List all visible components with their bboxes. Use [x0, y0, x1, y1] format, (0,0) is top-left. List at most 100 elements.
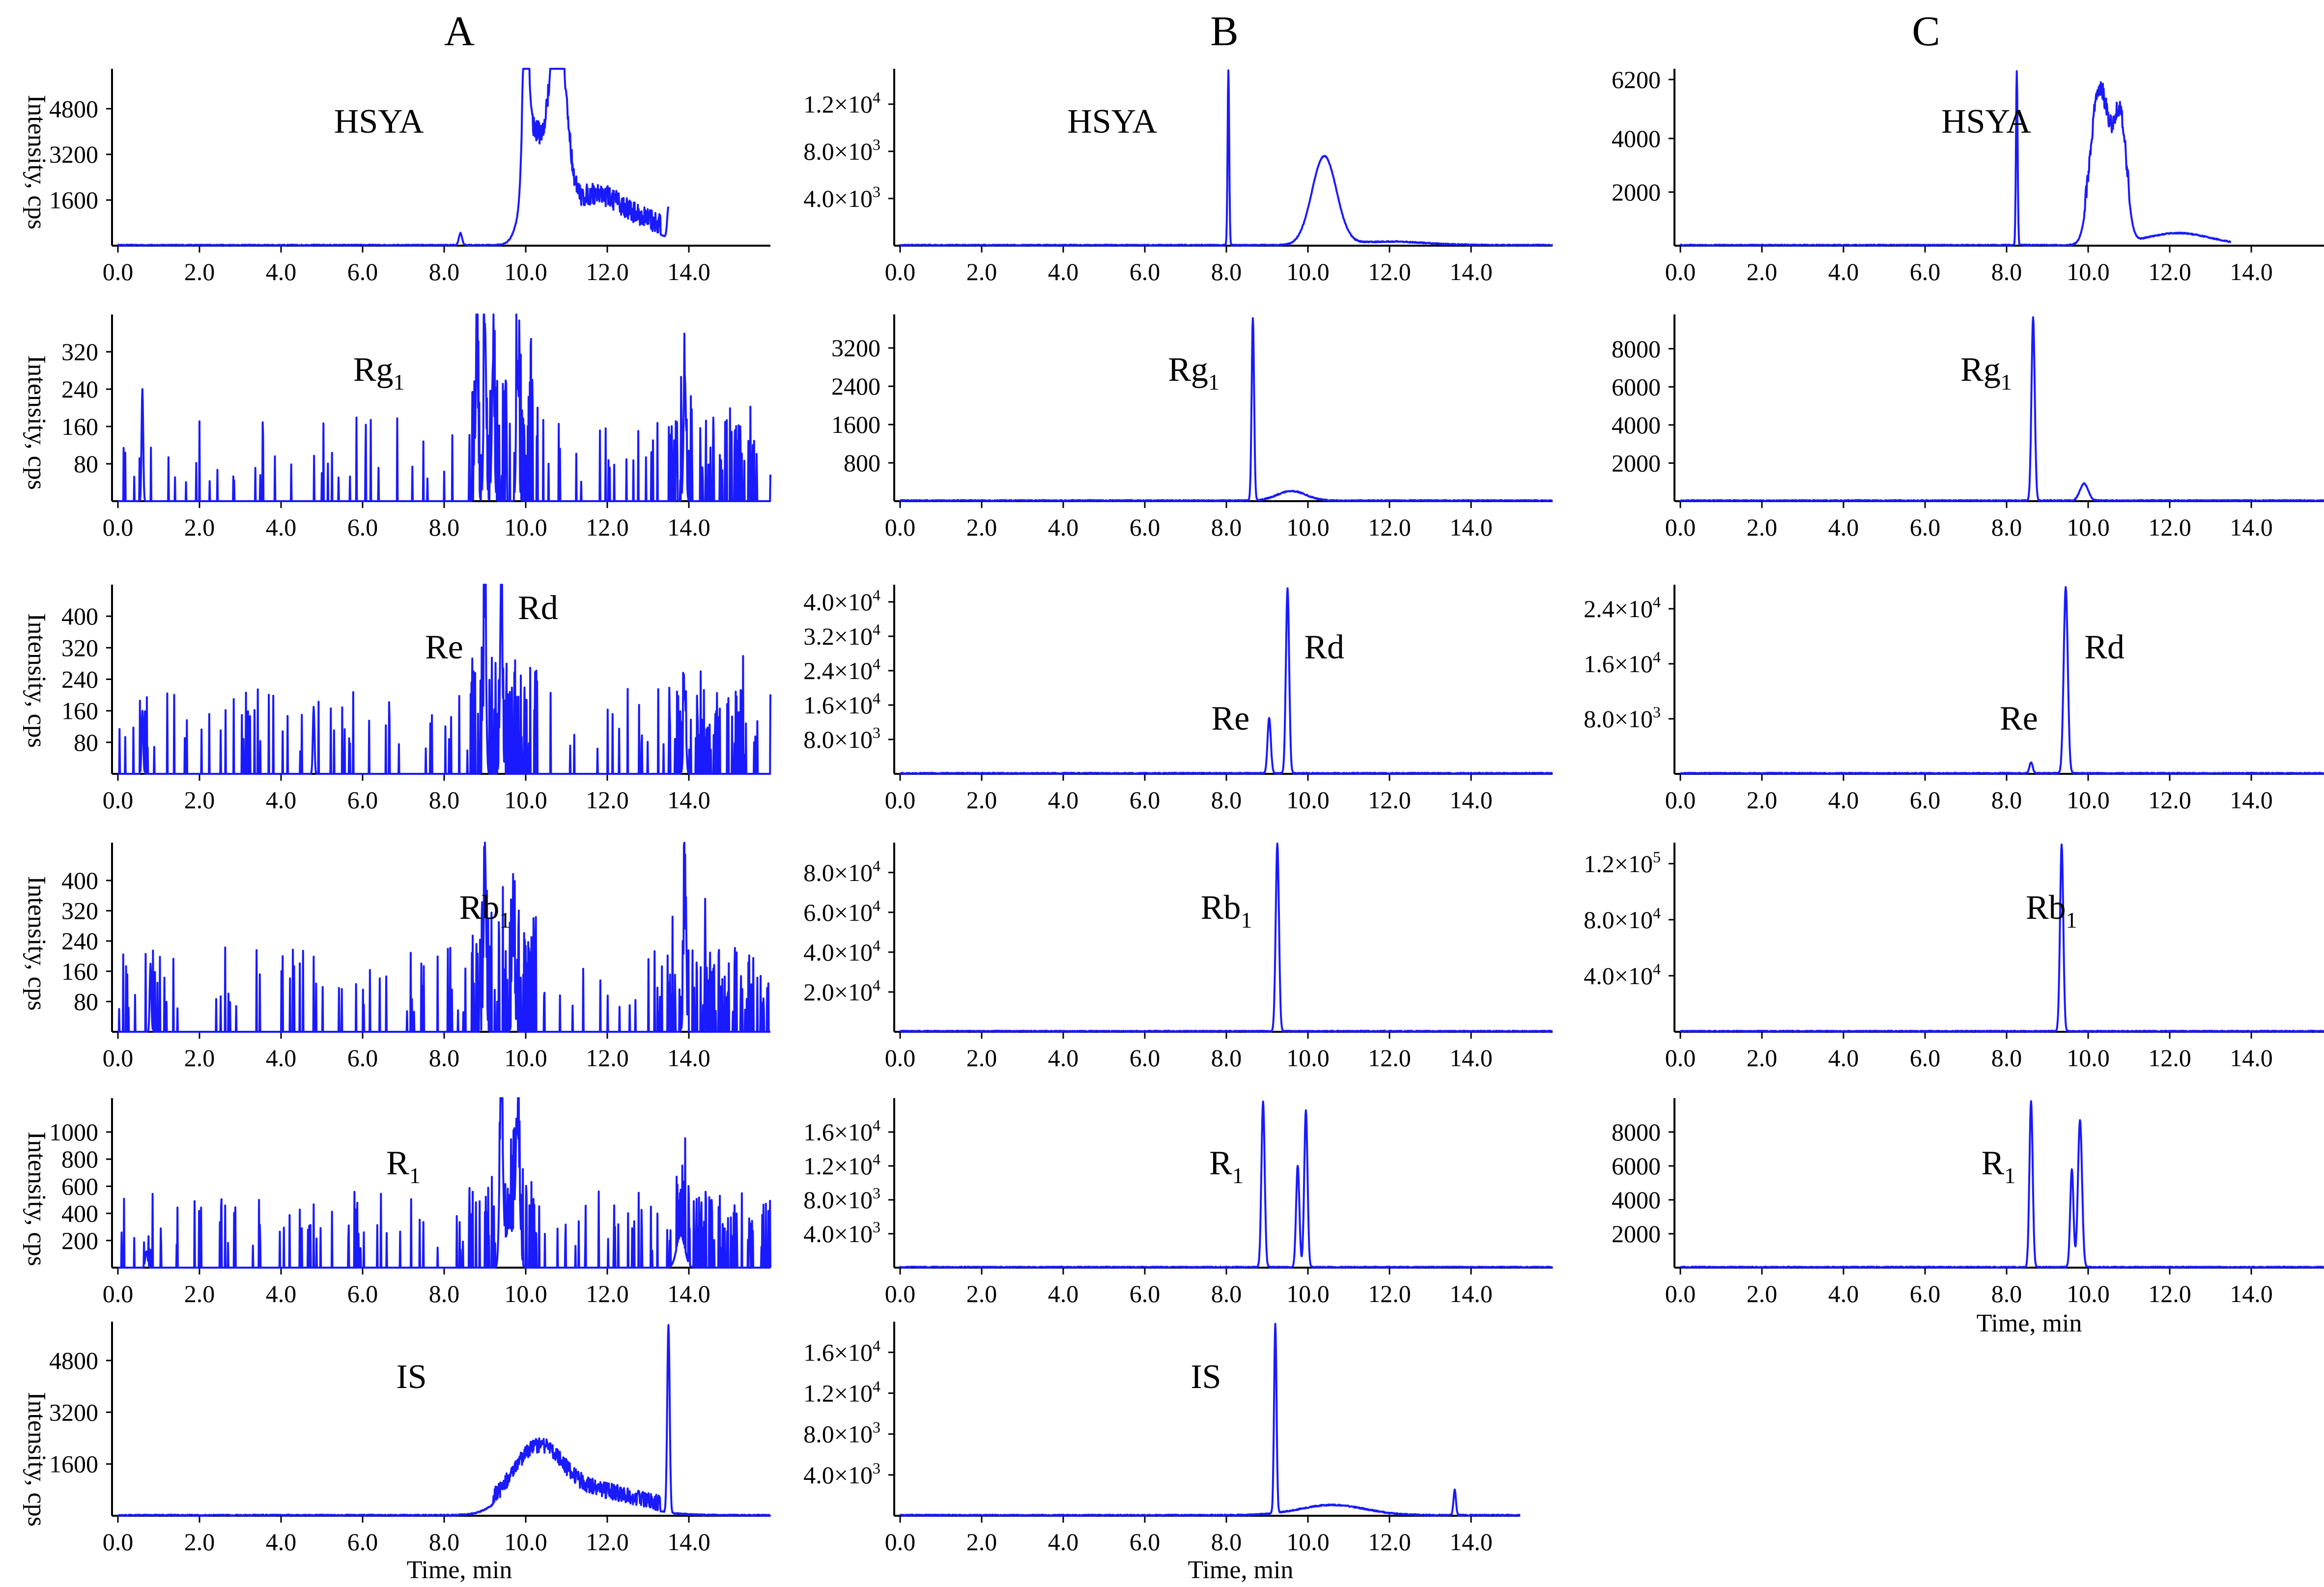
y-tick-label: 2.0×104 [803, 976, 880, 1006]
x-tick-label: 2.0 [184, 258, 215, 285]
compound-label: Re [2000, 700, 2038, 737]
panel-b-rb1: 0.0 2.0 4.0 6.0 8.0 10.0 12.0 14.0 2.0×104 4.0×10… [803, 842, 1554, 1072]
x-tick-label: 4.0 [1828, 1280, 1859, 1307]
y-tick-exponent: 4 [873, 857, 880, 875]
y-tick-label: 6000 [1612, 1152, 1661, 1180]
x-tick-label: 4.0 [266, 258, 297, 285]
x-tick-label: 2.0 [1747, 786, 1778, 814]
panel-b-re-rd: 0.0 2.0 4.0 6.0 8.0 10.0 12.0 14.0 8.0×103 1.6×10… [803, 585, 1554, 814]
y-tick-label: 4000 [1612, 411, 1661, 439]
compound-label-subscript: 1 [499, 907, 510, 933]
y-tick-label: 240 [61, 666, 98, 693]
panel-b-r1: 0.0 2.0 4.0 6.0 8.0 10.0 12.0 14.0 4.0×103 8.0×10… [803, 1098, 1554, 1307]
x-tick-label: 12.0 [2148, 1280, 2191, 1307]
panel-c-re-rd: 0.0 2.0 4.0 6.0 8.0 10.0 12.0 14.0 8.0×103 1.6×10… [1584, 585, 2324, 814]
y-tick-label: 240 [61, 375, 98, 403]
y-axis-label-row-4: Intensity, cps [23, 876, 51, 1011]
x-tick-label: 2.0 [184, 1528, 215, 1556]
x-tick-label: 14.0 [1449, 786, 1493, 814]
x-tick-label: 0.0 [103, 1528, 134, 1556]
x-tick-label: 4.0 [1048, 1528, 1079, 1556]
x-tick-label: 14.0 [667, 1044, 710, 1072]
x-tick-label: 10.0 [1286, 1044, 1330, 1072]
y-tick-exponent: 3 [873, 724, 880, 741]
y-tick-label: 4.0×103 [803, 1218, 880, 1247]
y-tick-label: 3200 [49, 141, 98, 168]
y-tick-label: 4800 [49, 1347, 98, 1374]
y-tick-exponent: 4 [1653, 904, 1661, 922]
x-tick-label: 8.0 [1211, 1044, 1242, 1072]
y-tick-label: 2400 [831, 372, 880, 400]
x-tick-label: 10.0 [2067, 1280, 2110, 1307]
y-tick-exponent: 3 [873, 1184, 880, 1202]
compound-label: IS [1190, 1358, 1221, 1396]
column-label-a: A [444, 7, 475, 55]
y-tick-exponent: 4 [1653, 960, 1661, 978]
y-tick-label: 6200 [1612, 66, 1661, 93]
x-tick-label: 10.0 [504, 1044, 547, 1072]
x-tick-label: 12.0 [586, 1280, 629, 1307]
x-tick-label: 4.0 [1828, 786, 1859, 814]
chromatogram-trace [117, 1324, 771, 1517]
panel-c-rg1: 0.0 2.0 4.0 6.0 8.0 10.0 12.0 14.0 2000 4000 6000 8… [1612, 314, 2324, 541]
x-tick-label: 12.0 [1368, 1528, 1411, 1556]
y-tick-label: 160 [61, 413, 98, 440]
y-tick-exponent: 3 [1653, 703, 1661, 721]
y-tick-exponent: 4 [873, 1336, 880, 1354]
y-tick-label: 1.6×104 [803, 1336, 880, 1366]
y-tick-label: 2000 [1612, 1220, 1661, 1247]
x-tick-label: 8.0 [1211, 258, 1242, 285]
compound-label: HSYA [334, 103, 424, 141]
x-tick-label: 8.0 [429, 786, 460, 814]
y-tick-exponent: 5 [1653, 848, 1661, 866]
x-tick-label: 6.0 [347, 1044, 378, 1072]
x-tick-label: 14.0 [667, 258, 710, 285]
x-tick-label: 8.0 [429, 258, 460, 285]
chromatogram-trace [1679, 586, 2324, 775]
y-tick-label: 4.0×103 [803, 183, 880, 212]
chromatogram-trace [1679, 1100, 2324, 1269]
chromatogram-trace [1679, 843, 2324, 1033]
y-tick-exponent: 4 [873, 976, 880, 994]
compound-label-subscript: 1 [1232, 1163, 1244, 1188]
x-tick-label: 6.0 [1130, 1044, 1161, 1072]
x-tick-label: 14.0 [1449, 258, 1493, 285]
x-tick-label: 2.0 [184, 1044, 215, 1072]
x-tick-label: 8.0 [429, 513, 460, 541]
y-tick-label: 800 [844, 449, 880, 477]
x-tick-label: 0.0 [885, 513, 916, 541]
y-tick-label: 200 [61, 1227, 98, 1254]
x-tick-label: 14.0 [667, 786, 710, 814]
y-tick-exponent: 4 [873, 1150, 880, 1168]
x-tick-label: 6.0 [1130, 258, 1161, 285]
panel-a-r1: 0.0 2.0 4.0 6.0 8.0 10.0 12.0 14.02004006008001… [49, 1097, 771, 1307]
y-tick-exponent: 3 [873, 1418, 880, 1436]
y-tick-exponent: 4 [873, 897, 880, 914]
x-tick-label: 12.0 [2148, 258, 2191, 285]
y-tick-label: 6.0×104 [803, 897, 880, 926]
x-tick-label: 10.0 [1286, 258, 1330, 285]
compound-label-subscript: 1 [394, 369, 405, 395]
y-tick-label: 1.2×104 [803, 1150, 880, 1180]
x-tick-label: 14.0 [2230, 258, 2273, 285]
y-axis-label-row-1: Intensity, cps [23, 95, 51, 229]
x-tick-label: 12.0 [1368, 258, 1411, 285]
x-tick-label: 0.0 [1665, 258, 1696, 285]
x-tick-label: 2.0 [184, 1280, 215, 1307]
compound-label: Rb1 [459, 889, 511, 933]
y-tick-label: 1000 [49, 1118, 98, 1146]
x-tick-label: 12.0 [2148, 1044, 2191, 1072]
x-tick-label: 12.0 [1368, 1280, 1411, 1307]
x-tick-label: 14.0 [2230, 513, 2273, 541]
x-tick-label: 0.0 [1665, 1044, 1696, 1072]
y-tick-exponent: 3 [873, 183, 880, 200]
y-tick-exponent: 4 [1653, 593, 1661, 611]
x-axis-label-c: Time, min [1977, 1309, 2082, 1337]
panel-c-hsya: 0.0 2.0 4.0 6.0 8.0 10.0 12.0 14.0 2000 4000 6200 H… [1612, 66, 2324, 285]
x-tick-label: 6.0 [347, 258, 378, 285]
x-tick-label: 14.0 [667, 1528, 710, 1556]
chromatogram-trace [117, 1097, 771, 1269]
y-tick-label: 6000 [1612, 373, 1661, 400]
